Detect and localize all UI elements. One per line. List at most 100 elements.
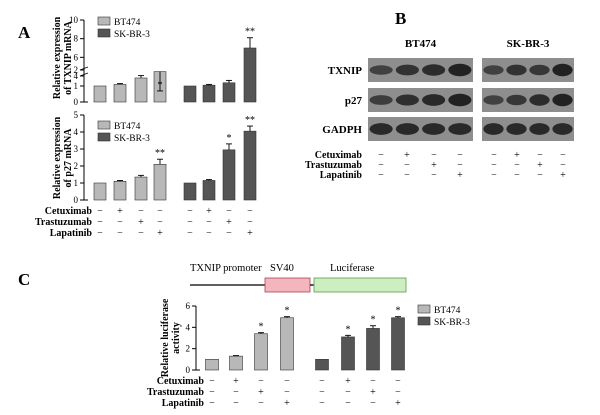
bar-skbr3 [341, 336, 355, 371]
y-tick-label: 1 [74, 81, 79, 91]
bar-bt474 [280, 317, 294, 371]
treatment-mark: + [117, 206, 123, 217]
treatment-label: Trastuzumab [35, 217, 92, 228]
treatment-mark: + [247, 228, 253, 239]
blot-band [448, 63, 472, 77]
sv40-box [264, 277, 311, 293]
y-tick-label: 0 [186, 365, 191, 375]
treatment-mark: + [226, 217, 232, 228]
treatment-mark: − [319, 387, 325, 398]
blot-treatment-mark: − [404, 170, 410, 181]
blot-band [369, 95, 393, 105]
y-tick-label: 0 [74, 195, 79, 205]
promoter-construct: TXNIP promoter SV40 Luciferase [190, 263, 407, 293]
bar-bt474 [153, 164, 167, 201]
bar-bt474 [113, 181, 127, 201]
bar-skbr3 [243, 130, 257, 201]
treatment-mark: + [157, 228, 163, 239]
treatment-mark: − [209, 398, 215, 409]
y-tick-label: 6 [186, 301, 191, 311]
treatment-label: Lapatinib [162, 398, 205, 409]
blot-treatment-mark: − [560, 150, 566, 161]
blot-band [552, 93, 573, 107]
sv40-label: SV40 [270, 263, 294, 274]
legend-swatch [97, 16, 111, 26]
bar-skbr3 [202, 180, 216, 201]
blot-treatment-mark: − [378, 150, 384, 161]
blot-treatment-label: Lapatinib [320, 170, 363, 181]
treatment-mark: − [97, 206, 103, 217]
y-axis-label: Relative expression [52, 16, 63, 99]
blot-treatment-mark: − [514, 170, 520, 181]
bar-bt474 [113, 84, 127, 103]
treatment-mark: − [209, 376, 215, 387]
treatment-mark: − [395, 376, 401, 387]
blot-treatment-mark: − [378, 170, 384, 181]
bar-bt474 [254, 333, 268, 371]
blot-treatment-mark: − [537, 170, 543, 181]
blot-treatment-mark: + [404, 150, 410, 161]
luciferase-label: Luciferase [330, 263, 375, 274]
txnip-promoter-label: TXNIP promoter [190, 263, 262, 274]
treatment-mark: − [157, 206, 163, 217]
bar-bt474 [93, 85, 107, 103]
significance-star: * [227, 133, 232, 144]
treatment-mark: − [187, 206, 193, 217]
legend-label: SK-BR-3 [434, 318, 470, 328]
blot-treatment-mark: + [457, 170, 463, 181]
treatment-mark: + [370, 387, 376, 398]
y-axis-label: of TXNIP mRNA [63, 20, 74, 94]
treatment-label: Trastuzumab [147, 387, 204, 398]
legend-label: SK-BR-3 [114, 134, 150, 144]
blot-group-label: BT474 [405, 38, 437, 50]
y-tick-label: 1 [74, 178, 79, 188]
blot-treatment-mark: − [431, 170, 437, 181]
panel-label-b: B [395, 9, 406, 28]
treatment-mark: − [319, 398, 325, 409]
legend-label: BT474 [434, 306, 461, 316]
blot-treatment-mark: − [560, 160, 566, 171]
treatment-mark: − [157, 217, 163, 228]
bar-skbr3 [366, 328, 380, 371]
blot-band [395, 94, 419, 106]
legend-label: BT474 [114, 122, 141, 132]
treatment-mark: − [284, 376, 290, 387]
treatment-mark: − [138, 228, 144, 239]
blot-treatment-mark: − [514, 160, 520, 171]
bar-skbr3 [222, 149, 236, 201]
bar-skbr3 [243, 47, 257, 103]
blot-treatment-mark: + [537, 160, 543, 171]
legend-label: SK-BR-3 [114, 30, 150, 40]
blot-treatment-label: Trastuzumab [305, 160, 362, 171]
blot-band [369, 123, 393, 135]
blot-treatment-label: Cetuximab [315, 150, 363, 161]
bar-bt474 [134, 176, 148, 201]
treatment-mark: − [117, 228, 123, 239]
blot-band [529, 64, 550, 76]
blot-band [395, 64, 419, 76]
chart-luciferase: 0 2 4 6 Relative luciferase activity * * * * * BT47… [160, 298, 470, 377]
legend-swatch [97, 120, 111, 130]
blot-band [483, 123, 504, 135]
legend-swatch [417, 304, 431, 314]
axis-break-mark [79, 66, 89, 71]
legend-swatch [97, 28, 111, 38]
treatment-mark: + [138, 217, 144, 228]
y-tick-label: 4 [74, 127, 79, 137]
axis-break-mark [79, 72, 89, 77]
panel-label-a: A [18, 23, 31, 42]
y-tick-label: 0 [74, 97, 79, 107]
blot-band [369, 65, 393, 75]
blot-band [506, 123, 527, 135]
y-tick-label: 4 [74, 71, 79, 81]
panel-label-c: C [18, 270, 30, 289]
blot-band [422, 94, 446, 106]
y-tick-label: 5 [74, 110, 79, 120]
treatment-mark: − [209, 387, 215, 398]
treatment-mark: − [187, 228, 193, 239]
treatment-mark: − [206, 217, 212, 228]
treatment-mark: − [233, 398, 239, 409]
y-tick-label: 3 [74, 144, 79, 154]
treatment-mark: − [319, 376, 325, 387]
